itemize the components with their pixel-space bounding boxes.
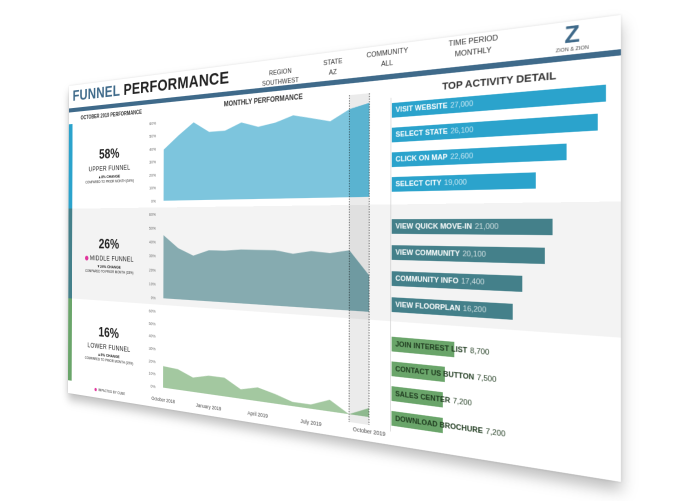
y-tick-label: 10%	[149, 371, 156, 377]
filter-value: AZ	[328, 68, 337, 77]
filter-label: STATE	[323, 57, 343, 68]
activity-value: 27,000	[450, 99, 474, 110]
y-tick-label: 50%	[149, 226, 156, 231]
y-tick-label: 40%	[149, 333, 156, 339]
activity-value: 7,200	[452, 396, 472, 408]
activity-label: VIEW COMMUNITY	[395, 248, 460, 259]
activity-bar-text: SELECT CITY 19,000	[396, 178, 467, 188]
activity-value: 20,100	[462, 249, 486, 259]
filter-label: REGION	[268, 67, 292, 78]
y-tick-label: 60%	[149, 121, 156, 127]
filter-state[interactable]: STATE AZ	[323, 57, 342, 77]
color-bar	[68, 123, 73, 209]
filter-value: All	[381, 58, 394, 69]
area-upper-highlight	[349, 102, 370, 198]
y-tick-label: 10%	[149, 281, 156, 286]
y-tick-label: 30%	[149, 254, 156, 259]
activity-bar[interactable]: VIEW QUICK MOVE-IN 21,000	[391, 218, 615, 236]
stat-label: UPPER FUNNEL	[88, 162, 131, 173]
activity-bar-text: VIEW QUICK MOVE-IN 21,000	[395, 222, 498, 231]
y-tick-label: 30%	[149, 346, 156, 352]
dashboard-sheet: FUNNEL PERFORMANCE REGION SOUTHWEST STATE…	[67, 14, 621, 482]
stat-percent: 58%	[98, 144, 120, 162]
y-tick-label: 0%	[150, 384, 155, 390]
y-tick-label: 40%	[149, 240, 156, 245]
y-tick-label: 20%	[149, 268, 156, 273]
monthly-performance-chart: 0% 10% 20% 30% 40% 50% 60% 0% 10% 20% 30% 40% 50% 60%…	[146, 92, 385, 442]
logo: Z ZION & ZION	[541, 17, 604, 55]
activity-value: 21,000	[474, 222, 499, 232]
activity-value: 8,700	[470, 346, 490, 357]
area-lower	[163, 366, 369, 418]
stat-middle-funnel: 26% MIDDLE FUNNEL ▼24% CHANGE COMPARED TO P…	[68, 208, 146, 304]
marker-dot-icon	[84, 255, 89, 261]
stat-upper-funnel: 58% UPPER FUNNEL ▲8% CHANGE COMPARED TO PRI…	[68, 117, 147, 209]
stat-lower-funnel: 16% LOWER FUNNEL ▲8% CHANGE COMPARED TO PRI…	[68, 298, 146, 392]
activity-value: 22,600	[450, 151, 474, 162]
activity-value: 17,400	[461, 277, 485, 287]
activity-label: VIEW QUICK MOVE-IN	[395, 222, 473, 231]
stat-label: MIDDLE FUNNEL	[89, 253, 134, 263]
marker-dot-icon	[94, 387, 97, 392]
color-bar	[68, 208, 73, 299]
activity-value: 7,500	[476, 373, 497, 385]
activity-bar[interactable]: SELECT CITY 19,000	[391, 170, 614, 192]
y-tick-label: 20%	[149, 173, 156, 178]
chart-svg: 0% 10% 20% 30% 40% 50% 60% 0% 10% 20% 30% 40% 50% 60%…	[149, 92, 378, 442]
activity-value: 26,100	[450, 125, 474, 136]
area-middle	[163, 235, 370, 312]
y-tick-label: 50%	[149, 134, 156, 140]
stat-percent: 26%	[98, 235, 120, 252]
activity-value: 19,000	[444, 178, 467, 188]
y-tick-label: 10%	[149, 186, 156, 191]
y-tick-label: 0%	[151, 295, 156, 300]
y-tick-label: 0%	[151, 199, 156, 204]
color-bar	[68, 298, 72, 381]
area-upper	[163, 102, 370, 201]
activity-bar-text: CONTACT US BUTTON 7,500	[395, 365, 496, 384]
activity-value: 16,200	[462, 304, 487, 315]
y-tick-label: 20%	[149, 358, 156, 364]
y-tick-label: 60%	[149, 212, 156, 217]
filter-community[interactable]: COMMUNITY All	[366, 46, 409, 70]
y-tick-label: 30%	[149, 160, 156, 165]
activity-label: SELECT CITY	[395, 178, 442, 189]
y-tick-label: 60%	[149, 308, 156, 314]
activity-bar[interactable]: SELECT STATE 26,100	[391, 113, 614, 143]
filter-time-period[interactable]: TIME PERIOD MONTHLY	[449, 34, 499, 60]
activity-bar[interactable]: CLICK ON MAP 22,600	[391, 141, 614, 168]
y-tick-label: 40%	[149, 147, 156, 152]
activity-value: 7,200	[485, 427, 506, 439]
y-tick-label: 50%	[149, 321, 156, 327]
